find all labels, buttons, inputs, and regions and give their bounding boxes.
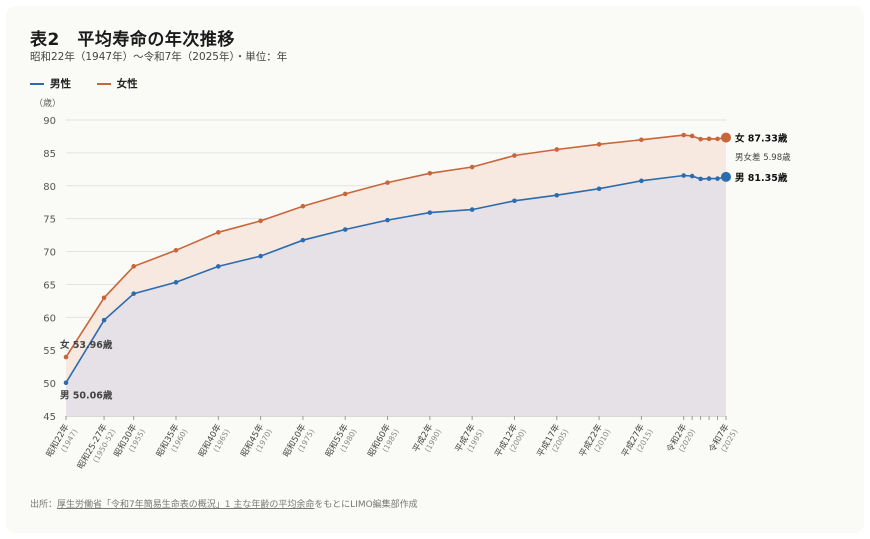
x-tick-label-group: 昭和30年(1955) [112,422,148,459]
male-point [216,264,221,269]
y-tick-label: 50 [43,379,56,390]
chart-title: 表2 平均寿命の年次推移 [30,30,235,50]
female-point [706,136,712,142]
end-male-annotation: 男 81.35歳 [735,172,788,184]
male-point [173,280,179,285]
legend-swatch-female [96,83,111,85]
female-point [342,191,348,197]
y-tick-label: 85 [43,149,56,160]
y-tick-label: 45 [43,412,56,423]
x-tick-label-group: 昭和25-27年(1950-52) [75,422,117,471]
source-suffix: をもとにLIMO編集部作成 [314,500,418,510]
male-point [258,253,263,259]
x-tick-label-group: 昭和22年(1947) [44,422,80,459]
x-tick-label-group: 平成22年(2010) [577,422,613,459]
x-tick-label-group: 昭和55年(1980) [323,422,359,459]
male-point [512,198,517,204]
legend-swatch-male [30,83,44,85]
y-tick-label: 60 [43,313,56,324]
female-point [385,180,390,185]
male-point [715,176,720,181]
female-end-point [721,132,731,143]
start-female-annotation: 女 53.96歳 [60,339,113,351]
legend-item-female: 女性 [96,76,138,91]
male-point [427,210,433,215]
female-point [131,264,136,269]
x-tick-label-group: 平成12年(2000) [492,422,528,459]
y-tick-label: 80 [43,182,56,193]
male-area [66,175,726,416]
x-tick-label-group: 昭和60年(1985) [365,422,401,459]
male-point [639,178,644,184]
y-tick-label: 75 [43,215,56,226]
female-point [698,136,703,142]
female-point [469,164,475,170]
female-point [173,248,179,253]
x-tick-label-group: 令和2年(2020) [664,422,697,455]
start-male-annotation: 男 50.06歳 [60,390,113,402]
x-tick-label-group: 平成2年(1990) [410,422,443,455]
y-tick-label: 70 [43,248,56,259]
legend-label-male: 男性 [50,78,71,90]
male-point [706,176,712,181]
x-tick-label-group: 昭和50年(1975) [281,422,317,459]
female-point [689,133,695,139]
male-end-point [721,171,731,182]
female-point [512,153,517,158]
female-point [101,295,107,301]
female-point [63,354,69,360]
male-point [698,176,703,182]
legend: 男性 女性 [30,76,160,91]
y-tick-label: 65 [43,280,56,291]
source-note: 出所：厚生労働省「令和7年簡易生命表の概況」1 主な年齢の平均余命をもとにLIM… [30,497,418,510]
source-link[interactable]: 厚生労働省「令和7年簡易生命表の概況」1 主な年齢の平均余命 [57,500,315,510]
female-point [639,137,644,143]
male-point [554,192,560,198]
female-point [681,132,686,138]
x-tick-label-group: 平成27年(2015) [619,422,655,459]
male-point [469,207,475,212]
x-tick-label-group: 昭和40年(1965) [196,422,232,459]
male-point [689,173,695,179]
male-point [300,237,306,243]
x-tick-label-group: 平成17年(2005) [535,422,571,459]
female-point [216,230,221,235]
end-female-annotation: 女 87.33歳 [735,133,788,145]
x-tick-label-group: 令和7年(2025) [707,422,740,455]
legend-label-female: 女性 [116,78,138,90]
female-point [715,136,720,142]
male-point [385,217,390,223]
male-point [63,380,69,386]
male-point [681,173,686,178]
y-tick-label: 90 [43,116,56,127]
male-point [596,186,602,192]
y-axis-label: （歳） [34,97,61,109]
male-point [101,317,107,323]
male-point [342,227,348,232]
x-tick-label-group: 昭和45年(1970) [239,422,275,459]
x-tick-label-group: 昭和35年(1960) [154,422,190,459]
x-tick-label-group: 平成7年(1995) [453,422,486,455]
gap-annotation: 男女差 5.98歳 [735,152,791,163]
male-point [131,291,136,296]
female-point [258,218,263,224]
female-gap-area [66,135,726,383]
female-point [596,142,602,147]
female-point [554,147,560,152]
y-tick-label: 55 [43,346,56,357]
source-prefix: 出所： [30,500,58,510]
female-point [427,170,433,176]
chart-subtitle: 昭和22年（1947年）〜令和7年（2025年）・単位：年 [30,51,288,63]
legend-item-male: 男性 [30,76,71,91]
female-point [300,203,306,209]
